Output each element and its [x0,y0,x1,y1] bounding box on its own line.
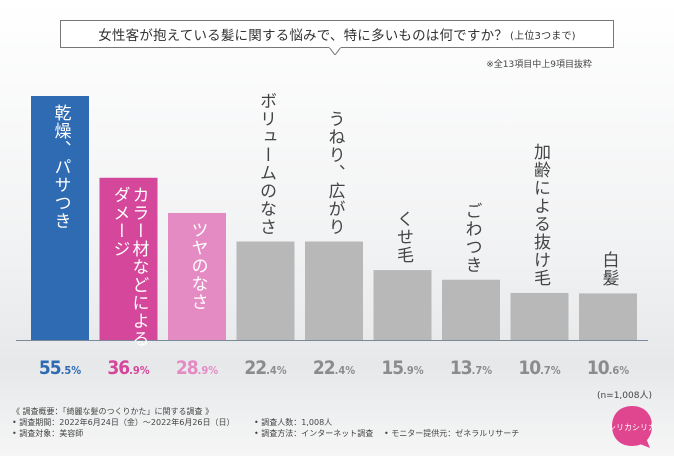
value-label-9: 10.6% [586,357,630,379]
category-label-5: うねり、広がり [324,109,345,236]
sample-size-label: (n=1,008人) [596,391,652,401]
value-label-1: 55.5% [38,357,82,379]
chart-title-text: 女性客が抱えている髪に関する悩みで、特に多いものは何ですか？ [98,28,509,44]
value-label-2: 36.9% [107,357,150,379]
category-label-6: くせ毛 [393,210,413,265]
value-label-5: 22.4% [312,357,356,379]
category-label-1: 乾燥、パサつき [50,104,71,230]
survey-overview: 《 調査概要：「綺麗な髪のつくりかた」に関する調査 》 [12,407,214,416]
bar-6 [373,270,432,340]
category-label-8: 加齢による抜け毛 [530,142,550,287]
bar-2 [99,177,158,340]
chart-title: 女性客が抱えている髪に関する悩みで、特に多いものは何ですか？ (上位3つまで) [60,20,614,48]
value-label-4: 22.4% [244,357,287,379]
bar-9 [579,293,637,340]
survey-method: • 調査方法：インターネット調査 [254,429,374,438]
title-pointer [329,47,341,55]
survey-count: • 調査人数：1,008人 [254,418,333,427]
category-label-3: ツヤのなさ [187,220,208,311]
survey-provider: • モニター提供元：ゼネラルリサーチ [384,429,520,438]
survey-target: • 調査対象：美容師 [12,429,84,438]
survey-footer: 《 調査概要：「綺麗な髪のつくりかた」に関する調査 》 • 調査期間：2022年… [12,406,519,439]
category-label-7: ごわつき [461,201,482,274]
category-label-2-line-1: カラー材などによる [128,185,149,348]
category-label-9: 白髪 [598,251,619,288]
bar-8 [510,292,569,340]
bar-5 [305,241,363,340]
chart-title-suffix: (上位3つまで) [510,30,576,42]
value-label-3: 28.9% [175,357,219,379]
bar-7 [442,279,500,340]
category-label-2-line-2: ダメージ [109,185,130,258]
value-label-8: 10.7% [518,357,561,379]
bar-1 [31,96,89,340]
bar-3 [168,212,226,340]
value-label-6: 15.9% [381,357,424,379]
brand-logo: シリカシリカ [610,406,654,448]
survey-period: • 調査期間：2022年6月24日（金）～2022年6月26日（日） [12,418,235,427]
value-label-7: 13.7% [449,357,493,379]
bar-4 [236,241,295,340]
category-label-4: ボリュームのなさ [256,91,276,236]
brand-logo-text: シリカシリカ [610,423,654,432]
chart-note: ※全13項目中上9項目抜粋 [486,60,592,70]
